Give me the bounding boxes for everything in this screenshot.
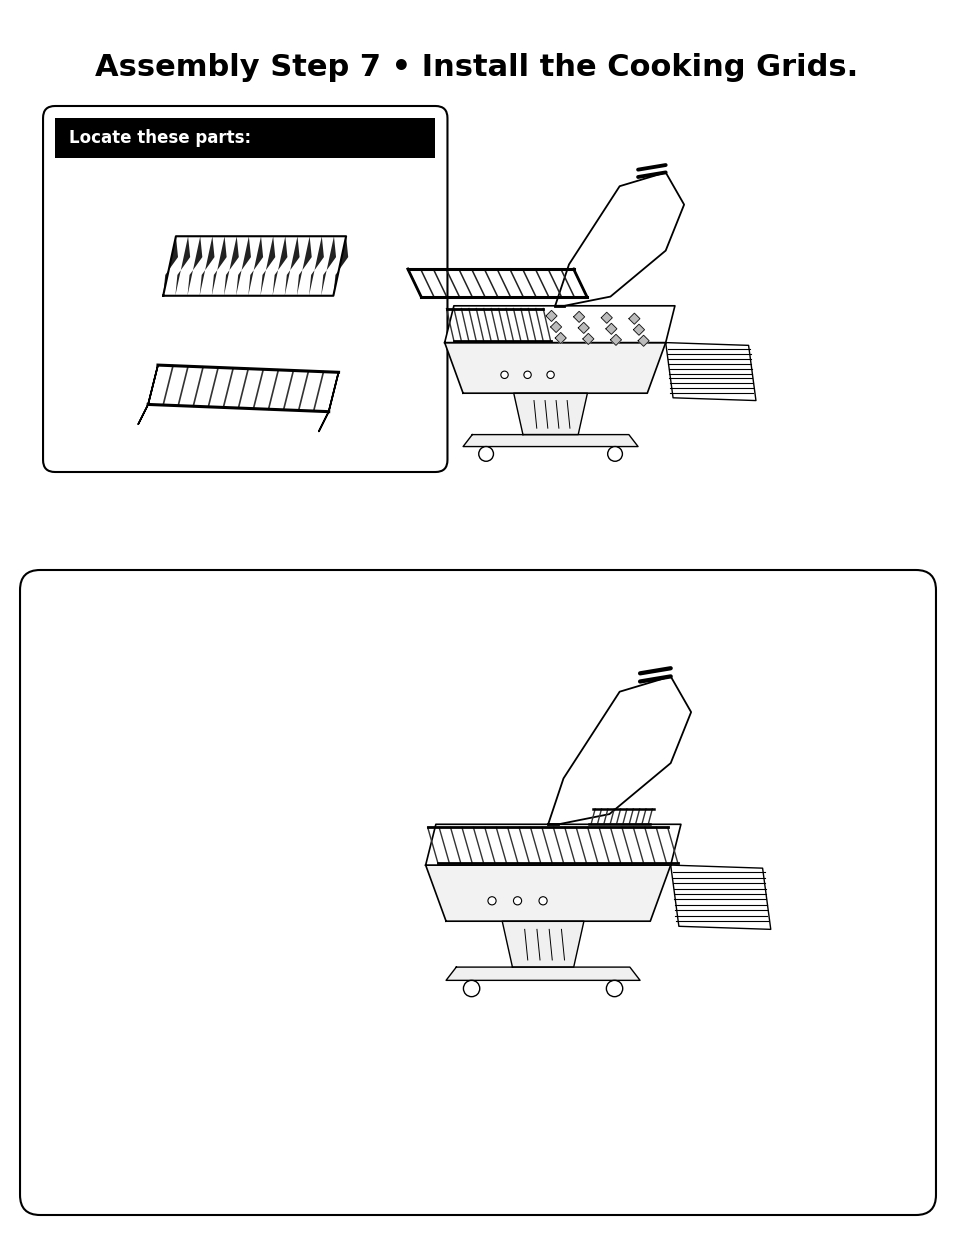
Circle shape <box>463 981 479 997</box>
Polygon shape <box>199 236 214 295</box>
Bar <box>55 119 435 158</box>
Polygon shape <box>318 372 338 431</box>
Circle shape <box>523 372 531 378</box>
Polygon shape <box>284 236 299 295</box>
Polygon shape <box>333 236 348 295</box>
Circle shape <box>500 372 508 378</box>
Circle shape <box>607 447 621 462</box>
Text: Locate these parts:: Locate these parts: <box>69 128 251 147</box>
Polygon shape <box>610 335 620 346</box>
Polygon shape <box>425 864 670 921</box>
Polygon shape <box>578 322 589 333</box>
Polygon shape <box>582 333 593 345</box>
Polygon shape <box>600 312 612 324</box>
Polygon shape <box>175 236 190 295</box>
Circle shape <box>513 897 521 905</box>
Polygon shape <box>224 236 238 295</box>
Polygon shape <box>309 236 324 295</box>
Polygon shape <box>188 236 202 295</box>
Polygon shape <box>444 342 665 393</box>
Polygon shape <box>273 236 287 295</box>
Polygon shape <box>321 236 335 295</box>
Text: Assembly Step 7 • Install the Cooking Grids.: Assembly Step 7 • Install the Cooking Gr… <box>95 53 858 83</box>
Circle shape <box>487 897 496 905</box>
FancyBboxPatch shape <box>43 106 447 472</box>
Circle shape <box>538 897 547 905</box>
Polygon shape <box>235 236 251 295</box>
Polygon shape <box>501 921 583 967</box>
Polygon shape <box>633 325 644 335</box>
Polygon shape <box>163 236 178 295</box>
Polygon shape <box>555 173 683 306</box>
FancyBboxPatch shape <box>20 571 935 1215</box>
Polygon shape <box>514 393 587 435</box>
Polygon shape <box>545 310 557 321</box>
Polygon shape <box>138 342 338 372</box>
Polygon shape <box>444 306 674 342</box>
Polygon shape <box>163 236 346 295</box>
Polygon shape <box>665 342 755 400</box>
Polygon shape <box>548 677 690 824</box>
Polygon shape <box>573 311 584 322</box>
Circle shape <box>606 981 622 997</box>
Polygon shape <box>670 864 770 930</box>
Polygon shape <box>138 366 158 424</box>
Polygon shape <box>446 967 639 981</box>
Polygon shape <box>462 435 638 447</box>
Polygon shape <box>555 332 566 343</box>
Circle shape <box>546 372 554 378</box>
Polygon shape <box>425 824 680 864</box>
Circle shape <box>478 447 493 462</box>
Polygon shape <box>628 314 639 325</box>
Polygon shape <box>550 321 561 332</box>
Polygon shape <box>212 236 227 295</box>
Polygon shape <box>260 236 275 295</box>
Polygon shape <box>248 236 263 295</box>
Polygon shape <box>605 324 617 335</box>
Polygon shape <box>638 335 648 346</box>
Polygon shape <box>296 236 312 295</box>
